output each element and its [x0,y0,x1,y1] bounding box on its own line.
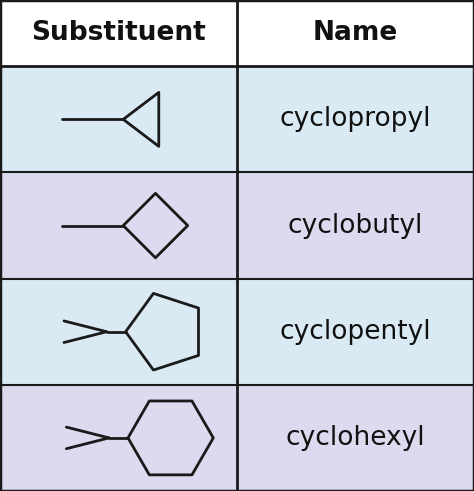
FancyBboxPatch shape [0,172,474,279]
Text: cyclohexyl: cyclohexyl [286,425,425,451]
Text: cyclopropyl: cyclopropyl [280,107,431,133]
FancyBboxPatch shape [0,279,474,385]
Text: cyclopentyl: cyclopentyl [280,319,431,345]
Text: Substituent: Substituent [31,20,206,46]
FancyBboxPatch shape [0,385,474,491]
Text: Name: Name [313,20,398,46]
FancyBboxPatch shape [0,0,474,66]
FancyBboxPatch shape [0,66,474,172]
Text: cyclobutyl: cyclobutyl [288,213,423,239]
